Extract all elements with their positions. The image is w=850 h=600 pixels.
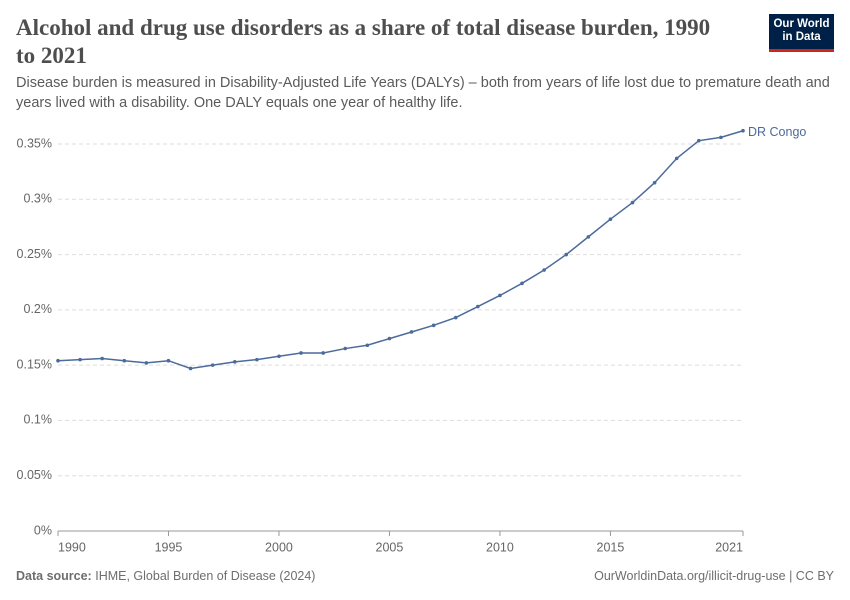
point (166, 358, 171, 363)
point (365, 343, 370, 348)
x-tick-label: 2021 (715, 540, 743, 554)
point (78, 357, 82, 362)
point (564, 252, 569, 257)
point (608, 217, 613, 221)
point (277, 354, 281, 359)
point (210, 363, 215, 367)
point (674, 156, 679, 161)
point (122, 358, 127, 363)
point (409, 330, 414, 334)
credit[interactable]: OurWorldinData.org/illicit-drug-use | CC… (594, 569, 834, 583)
x-tick-label: 1995 (155, 540, 183, 554)
x-tick-label: 2015 (597, 540, 625, 554)
point (188, 366, 193, 371)
y-tick-label: 0.2% (24, 302, 53, 316)
x-tick-label: 2010 (486, 540, 514, 554)
series-line (57, 130, 744, 370)
point (652, 180, 657, 185)
y-tick-label: 0.25% (17, 247, 52, 261)
y-tick-label: 0.05% (17, 468, 52, 482)
y-tick-label: 0% (34, 523, 52, 537)
point (520, 281, 524, 286)
point (741, 128, 745, 133)
point (343, 346, 348, 351)
series-label: DR Congo (748, 125, 806, 139)
source: Data source: IHME, Global Burden of Dise… (16, 569, 315, 583)
x-tick-label: 1990 (58, 540, 86, 554)
point (630, 200, 635, 205)
chart-subtitle: Disease burden is measured in Disability… (16, 75, 830, 111)
x-tick-label: 2005 (376, 540, 404, 554)
y-tick-label: 0.1% (24, 413, 53, 427)
point (144, 361, 149, 365)
point (255, 357, 259, 362)
source-text: IHME, Global Burden of Disease (2024) (95, 569, 316, 583)
point (299, 351, 303, 355)
point (387, 336, 392, 341)
point (586, 235, 591, 239)
point (542, 268, 546, 272)
point (719, 135, 723, 140)
y-tick-label: 0.35% (17, 136, 52, 150)
x-tick-label: 2000 (265, 540, 293, 554)
y-tick-label: 0.3% (24, 192, 53, 206)
chart-title: Alcohol and drug use disorders as a shar… (16, 15, 711, 68)
point (232, 360, 237, 364)
point (100, 356, 104, 361)
point (321, 351, 325, 355)
point (56, 358, 60, 363)
source-label: Data source: (16, 569, 92, 583)
logo[interactable]: Our World in Data (769, 14, 834, 52)
point (476, 304, 480, 309)
logo-line: in Data (782, 31, 821, 43)
point (498, 293, 502, 298)
logo-line: Our World (773, 18, 830, 30)
point (431, 323, 436, 328)
point (453, 315, 458, 320)
y-tick-label: 0.15% (17, 357, 52, 371)
point (697, 138, 701, 143)
